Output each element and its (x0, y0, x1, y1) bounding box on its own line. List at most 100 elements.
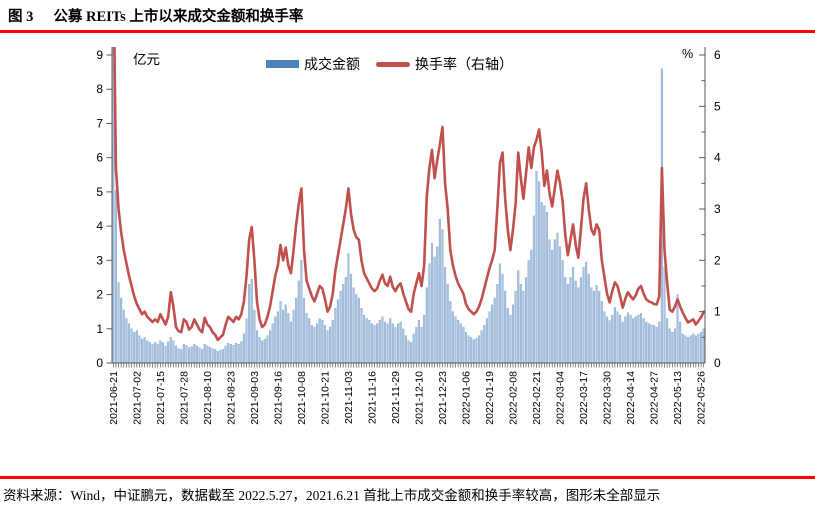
x-axis-date-label: 2021-12-10 (413, 371, 425, 425)
bar (394, 326, 397, 363)
bar (130, 328, 133, 363)
bar (514, 290, 517, 363)
bar (305, 313, 308, 363)
bar (527, 260, 530, 363)
bar (235, 342, 238, 363)
bar (459, 323, 462, 363)
bar (240, 341, 243, 363)
x-axis-date-label: 2021-07-28 (178, 371, 190, 425)
bar (227, 342, 230, 363)
bar (700, 332, 703, 363)
bar (417, 320, 421, 363)
bar (360, 308, 363, 363)
bar (438, 219, 441, 363)
bar (289, 321, 292, 363)
bar (376, 323, 379, 363)
bar (355, 294, 358, 363)
bar (258, 337, 261, 363)
bar (386, 323, 389, 363)
axes (111, 47, 706, 364)
x-axis-date-label: 2022-01-19 (484, 371, 496, 425)
bar (655, 326, 658, 363)
x-axis-date-label: 2022-05-13 (672, 371, 684, 425)
bar (509, 314, 512, 363)
x-axis-date-label: 2021-12-23 (437, 371, 449, 425)
bar (203, 343, 206, 363)
bar (336, 299, 340, 363)
x-axis-date-label: 2021-11-16 (366, 371, 378, 424)
left-axis-tick-label: 5 (96, 185, 103, 199)
bar (668, 328, 671, 363)
figure-number: 图 3 (8, 9, 34, 25)
bar (208, 347, 212, 363)
bar (446, 284, 449, 363)
bar (180, 349, 183, 363)
bar (485, 318, 488, 363)
bar (284, 304, 287, 363)
bar (525, 277, 528, 363)
bar (632, 318, 635, 363)
bar (245, 318, 248, 363)
bar (148, 342, 151, 363)
left-axis-tick-label: 2 (96, 288, 103, 302)
bar (133, 332, 136, 363)
bar (600, 301, 603, 363)
bar (292, 309, 295, 363)
bar (232, 345, 235, 363)
bar (553, 239, 556, 363)
bar (415, 326, 418, 363)
bar (548, 239, 551, 363)
x-axis-date-label: 2021-09-03 (249, 371, 261, 425)
right-axis-tick-label: 1 (714, 305, 721, 319)
bar (125, 318, 128, 363)
bar (420, 326, 423, 363)
x-axis-date-label: 2022-05-26 (696, 371, 708, 425)
bar (339, 290, 342, 363)
x-axis-date-label: 2022-01-06 (461, 371, 473, 425)
bar (399, 321, 402, 363)
bar (316, 323, 319, 363)
bar (679, 321, 682, 363)
x-axis-date-label: 2022-03-30 (602, 371, 614, 425)
bar (329, 326, 332, 363)
bar (572, 266, 575, 363)
left-axis-tick-label: 7 (96, 116, 103, 130)
bar (686, 337, 690, 363)
bar (313, 326, 316, 363)
bar (587, 273, 590, 363)
figure-header: 图 3 公募 REITs 上市以来成交金额和换手率 (8, 5, 303, 26)
bar (167, 341, 170, 363)
bar (582, 266, 585, 363)
bar (433, 256, 436, 363)
bar (237, 343, 240, 363)
bar (250, 278, 253, 363)
bar (493, 297, 496, 363)
bar (206, 345, 209, 363)
bar (441, 229, 444, 363)
bar (185, 345, 188, 363)
bar (608, 320, 611, 363)
bar (169, 337, 172, 363)
bar (436, 246, 439, 363)
bar (504, 290, 507, 363)
bar (391, 323, 394, 363)
bar (480, 330, 483, 363)
bar (302, 297, 306, 363)
bar (590, 287, 593, 363)
bar (310, 325, 313, 363)
right-axis-tick-label: 0 (714, 356, 721, 370)
x-axis-date-label: 2022-04-14 (625, 371, 637, 425)
bar (619, 314, 622, 363)
bar (428, 263, 431, 363)
bar (457, 320, 460, 363)
bar (621, 321, 624, 363)
bar (566, 284, 569, 363)
bar (127, 323, 131, 363)
bar (154, 342, 157, 363)
x-axis-date-label: 2022-02-08 (508, 371, 520, 425)
bar (684, 335, 687, 363)
bar (172, 340, 175, 363)
bar (146, 340, 149, 363)
figure-title: 公募 REITs 上市以来成交金额和换手率 (53, 9, 304, 25)
